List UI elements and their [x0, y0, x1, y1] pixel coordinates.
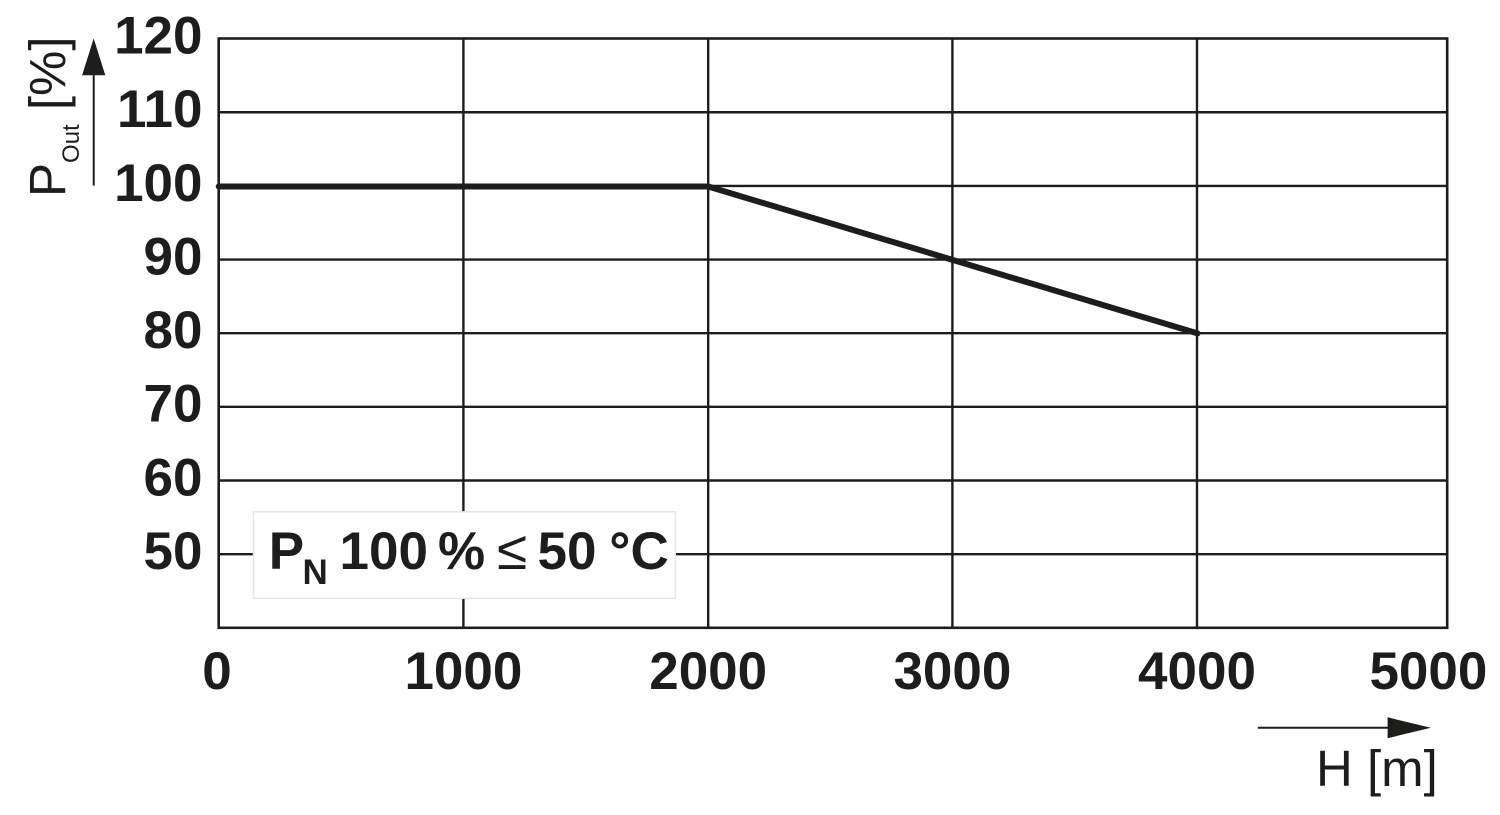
svg-text:3000: 3000: [893, 642, 1011, 701]
svg-text:0: 0: [202, 642, 231, 701]
svg-text:60: 60: [144, 448, 203, 507]
svg-text:POut [%]: POut [%]: [19, 36, 85, 197]
svg-text:2000: 2000: [649, 642, 767, 701]
svg-text:4000: 4000: [1138, 642, 1256, 701]
svg-text:90: 90: [144, 227, 203, 286]
svg-text:80: 80: [144, 301, 203, 360]
svg-text:110: 110: [117, 80, 203, 139]
svg-text:H [m]: H [m]: [1316, 740, 1438, 797]
svg-text:1000: 1000: [404, 642, 522, 701]
svg-text:120: 120: [114, 6, 202, 65]
svg-text:70: 70: [144, 375, 203, 434]
svg-text:50: 50: [144, 522, 203, 581]
svg-text:100: 100: [114, 154, 202, 213]
svg-text:5000: 5000: [1369, 642, 1487, 701]
